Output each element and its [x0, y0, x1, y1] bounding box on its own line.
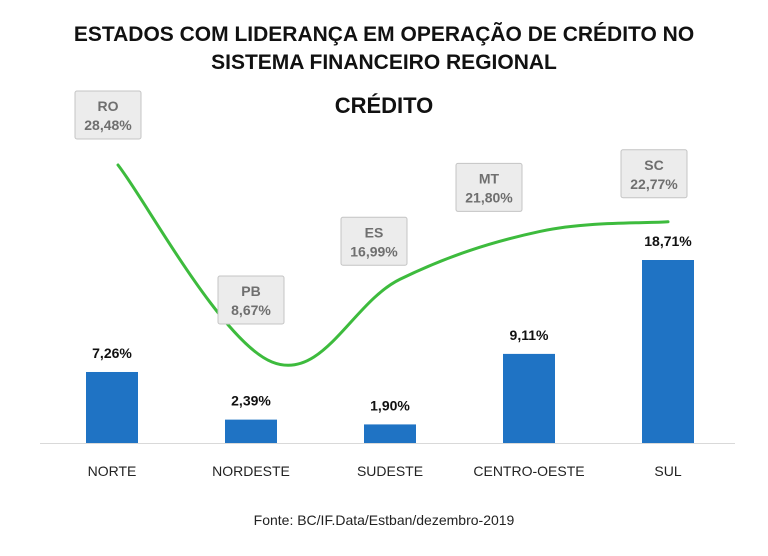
- category-label: NORTE: [88, 463, 137, 479]
- bar-sul: [642, 260, 694, 443]
- bar-centro-oeste: [503, 353, 555, 443]
- bar-norte: [86, 371, 138, 443]
- source-note: Fonte: BC/IF.Data/Estban/dezembro-2019: [253, 512, 515, 528]
- callout-mt: [455, 162, 523, 212]
- callout-state-label: RO: [98, 98, 119, 114]
- bar-nordeste: [225, 419, 277, 443]
- callout-value-label: 28,48%: [84, 117, 132, 133]
- category-label: CENTRO-OESTE: [473, 463, 584, 479]
- category-label: NORDESTE: [212, 463, 290, 479]
- state-leader-line: [116, 163, 670, 367]
- bar-value-label: 18,71%: [644, 233, 692, 249]
- callout-pb: [217, 275, 285, 325]
- callout-state-label: MT: [479, 170, 500, 186]
- callout-sc: [620, 149, 688, 199]
- category-label: SUDESTE: [357, 463, 423, 479]
- chart-title-line2: SISTEMA FINANCEIRO REGIONAL: [211, 51, 557, 74]
- callout-value-label: 16,99%: [350, 243, 398, 259]
- callout-value-label: 22,77%: [630, 176, 678, 192]
- bar-value-label: 2,39%: [231, 393, 271, 409]
- callout-es: [340, 216, 408, 266]
- callout-state-label: PB: [241, 283, 260, 299]
- bar-value-label: 9,11%: [510, 327, 549, 343]
- callout-state-label: ES: [365, 224, 384, 240]
- category-label: SUL: [654, 463, 681, 479]
- chart-subtitle: CRÉDITO: [334, 93, 434, 118]
- callout-ro: [74, 90, 142, 140]
- bar-value-label: 7,26%: [92, 345, 132, 361]
- bar-sudeste: [364, 424, 416, 443]
- callout-value-label: 21,80%: [465, 189, 513, 205]
- callout-state-label: SC: [644, 157, 663, 173]
- chart-title-line1: ESTADOS COM LIDERANÇA EM OPERAÇÃO DE CRÉ…: [73, 23, 695, 46]
- bar-value-label: 1,90%: [370, 397, 410, 413]
- callout-value-label: 8,67%: [231, 302, 271, 318]
